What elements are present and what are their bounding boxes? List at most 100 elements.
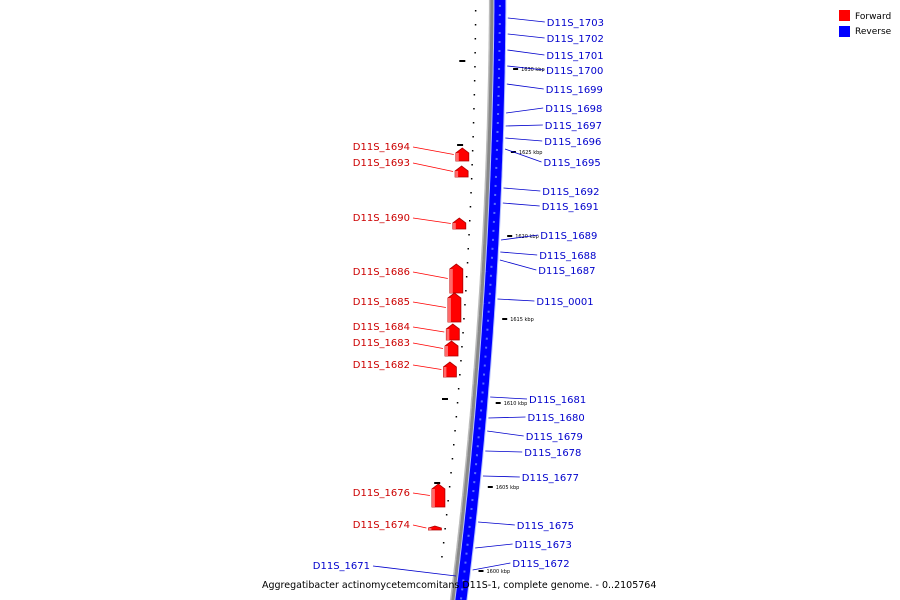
forward-gene-label[interactable]: D11S_1685	[353, 297, 410, 308]
minor-tick	[450, 472, 452, 474]
reverse-gene-labels: D11S_1703 D11S_1702 D11S_1701 D11S_1700 D11S…	[313, 18, 604, 572]
reverse-gene-connector	[482, 475, 520, 478]
reverse-gene-connector	[506, 83, 544, 90]
reverse-gene-connector	[505, 137, 543, 142]
reverse-gene-label[interactable]: D11S_1673	[515, 540, 572, 551]
reverse-gene-connector	[372, 565, 456, 577]
reverse-gene-label[interactable]: D11S_0001	[536, 297, 593, 308]
reverse-gene-connector	[500, 234, 539, 241]
forward-gene-label[interactable]: D11S_1676	[353, 488, 410, 499]
forward-gene-label[interactable]: D11S_1693	[353, 158, 410, 169]
minor-tick	[445, 514, 448, 516]
reverse-gene-connector	[504, 148, 542, 163]
forward-gene-shade	[449, 269, 453, 293]
minor-tick	[461, 346, 463, 348]
reverse-strand-track	[455, 0, 506, 600]
reverse-gene-connector	[507, 17, 545, 23]
reverse-gene-label[interactable]: D11S_1692	[542, 187, 599, 198]
forward-gene-shade	[443, 367, 447, 377]
reverse-gene-label[interactable]: D11S_1677	[522, 473, 579, 484]
minor-tick	[469, 220, 471, 222]
minor-tick	[474, 66, 476, 68]
reverse-gene-connector	[507, 49, 545, 56]
forward-gene-label[interactable]: D11S_1682	[353, 360, 410, 371]
legend-forward-label: Forward	[855, 12, 891, 22]
minor-tick	[472, 136, 474, 138]
scale-tick-right	[502, 318, 508, 320]
forward-gene-label[interactable]: D11S_1690	[353, 213, 410, 224]
minor-tick	[471, 150, 474, 152]
forward-genes: D11S_1694 D11S_1693 D11S_1690 D11S_1686 D11S…	[353, 142, 470, 531]
reverse-gene-label[interactable]: D11S_1703	[547, 18, 604, 29]
reverse-gene-connectors	[372, 17, 545, 577]
forward-gene-connector	[412, 271, 448, 279]
reverse-gene-connector	[478, 521, 515, 526]
scale-tick-left	[442, 398, 448, 400]
forward-gene-shade	[446, 329, 450, 340]
forward-gene-label[interactable]: D11S_1683	[353, 338, 410, 349]
minor-tick	[473, 108, 475, 110]
reverse-gene-label[interactable]: D11S_1696	[544, 137, 601, 148]
reverse-gene-label[interactable]: D11S_1672	[512, 559, 569, 570]
reverse-gene-label[interactable]: D11S_1699	[546, 85, 603, 96]
minor-tick	[442, 542, 445, 544]
forward-gene-connector	[412, 162, 454, 172]
reverse-gene-connector	[487, 430, 524, 437]
scale-tick-right	[495, 402, 501, 404]
reverse-gene-connector	[507, 65, 545, 71]
reverse-gene-label[interactable]: D11S_1697	[545, 121, 602, 132]
minor-tick	[465, 276, 468, 278]
reverse-gene-connector	[490, 396, 528, 400]
scale-label: 1625 kbp	[519, 150, 543, 156]
reverse-gene-label[interactable]: D11S_1695	[544, 158, 601, 169]
reverse-gene-label[interactable]: D11S_1688	[539, 251, 596, 262]
reverse-gene-label[interactable]: D11S_1681	[529, 395, 586, 406]
reverse-gene-connector	[502, 202, 540, 207]
reverse-gene-label[interactable]: D11S_1691	[542, 202, 599, 213]
reverse-gene-label[interactable]: D11S_1698	[545, 104, 602, 115]
reverse-gene-label[interactable]: D11S_1701	[546, 51, 603, 62]
minor-tick	[448, 486, 451, 488]
minor-tick	[463, 318, 465, 320]
forward-gene-label[interactable]: D11S_1684	[353, 322, 410, 333]
reverse-gene-connector	[475, 543, 513, 549]
scale-tick-right	[507, 235, 513, 237]
forward-gene-label[interactable]: D11S_1686	[353, 267, 410, 278]
forward-gene-connector	[412, 301, 446, 308]
reverse-gene-connector	[503, 187, 541, 192]
minor-tick	[473, 80, 476, 82]
reverse-gene-connector	[500, 251, 538, 256]
forward-gene-connector	[412, 146, 454, 155]
reverse-gene-connector	[485, 450, 523, 453]
forward-gene-label[interactable]: D11S_1694	[353, 142, 410, 153]
scale-tick-right	[513, 68, 519, 70]
scale-label: 1615 kbp	[510, 317, 534, 323]
forward-gene-connector	[412, 342, 444, 349]
scale-tick-left	[434, 482, 441, 484]
legend: Forward Reverse	[839, 10, 892, 37]
scale-tick-left	[457, 144, 464, 146]
scale-tick-left	[459, 60, 466, 62]
minor-tick	[464, 304, 466, 306]
scale-tick-right	[478, 570, 484, 572]
forward-gene-label[interactable]: D11S_1674	[353, 520, 410, 531]
genome-backbone	[449, 0, 507, 600]
reverse-gene-label[interactable]: D11S_1687	[538, 266, 595, 277]
minor-tick	[455, 416, 458, 418]
forward-gene-connector	[412, 524, 427, 529]
scale-label: 1600 kbp	[487, 569, 511, 575]
minor-tick	[465, 290, 467, 292]
forward-gene-shade	[431, 489, 435, 507]
reverse-gene-label[interactable]: D11S_1675	[517, 521, 574, 532]
reverse-gene-label[interactable]: D11S_1679	[526, 432, 583, 443]
reverse-gene-label[interactable]: D11S_1680	[528, 413, 585, 424]
reverse-gene-label[interactable]: D11S_1702	[547, 34, 604, 45]
reverse-gene-label[interactable]: D11S_1678	[524, 448, 581, 459]
minor-tick	[474, 38, 477, 40]
reverse-gene-label[interactable]: D11S_1671	[313, 561, 370, 572]
legend-reverse-swatch	[839, 26, 850, 37]
reverse-gene-label[interactable]: D11S_1700	[546, 66, 603, 77]
reverse-gene-label[interactable]: D11S_1689	[540, 231, 597, 242]
legend-reverse-label: Reverse	[855, 27, 892, 37]
